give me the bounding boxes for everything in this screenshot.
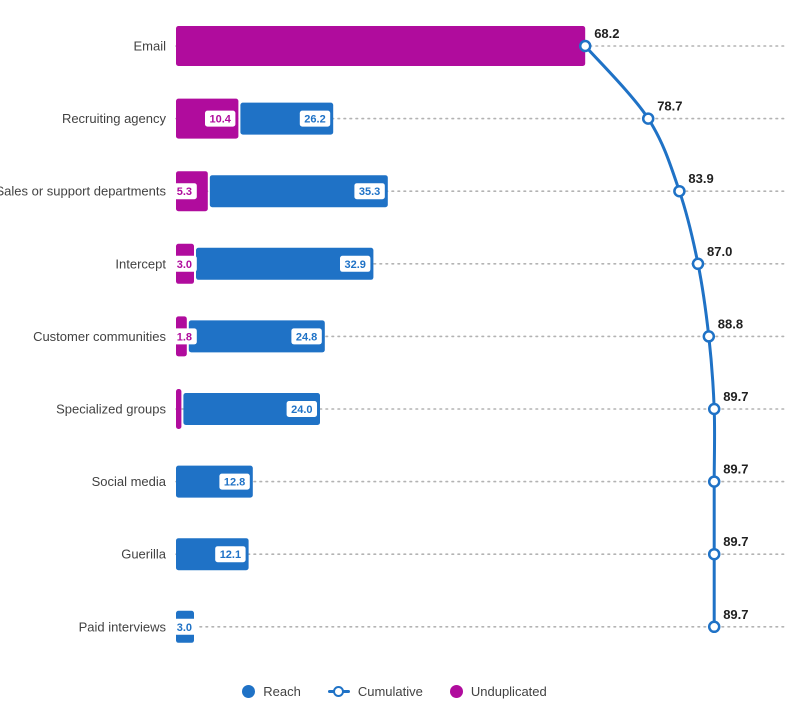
cumulative-point[interactable] [673, 184, 686, 198]
reach-legend-marker-icon [242, 685, 256, 698]
reach-value-label: 32.9 [344, 259, 365, 271]
legend-label-unduplicated: Unduplicated [470, 684, 547, 699]
cumulative-point[interactable] [707, 620, 721, 634]
reach-value-label: 3.0 [177, 622, 192, 634]
unduplicated-value-label: 3.0 [177, 259, 192, 271]
legend-item-unduplicated[interactable]: Unduplicated [449, 684, 547, 699]
cumulative-point[interactable] [641, 112, 655, 125]
legend: Reach Cumulative Unduplicated [0, 684, 789, 699]
reach-value-label-box [172, 618, 197, 635]
unduplicated-value-label: 10.4 [209, 114, 231, 126]
reach-value-label-box [340, 255, 371, 272]
reach-value-label: 12.1 [220, 549, 241, 561]
category-label: Sales or support departments [0, 184, 166, 199]
reach-bar[interactable] [183, 393, 320, 425]
cumulative-value-label: 89.7 [723, 462, 748, 477]
category-label: Email [133, 39, 166, 54]
reach-value-label-box [291, 328, 322, 345]
reach-bar[interactable] [209, 175, 388, 208]
cumulative-value-label: 89.7 [723, 534, 748, 549]
reach-value-label-box [299, 110, 331, 127]
unduplicated-value-label-box [172, 183, 197, 200]
unduplicated-value-label-box [172, 255, 197, 272]
cumulative-value-label: 89.7 [723, 607, 748, 622]
cumulative-point[interactable] [691, 257, 705, 271]
reach-value-label: 12.8 [224, 477, 245, 489]
unduplicated-bar[interactable] [176, 26, 586, 66]
category-label: Guerilla [121, 547, 167, 562]
cumulative-value-label: 87.0 [707, 244, 732, 259]
category-label: Paid interviews [79, 619, 167, 634]
reach-value-label-box [215, 546, 246, 563]
cumulative-value-label: 83.9 [688, 171, 713, 186]
cumulative-point[interactable] [702, 330, 716, 343]
category-label: Social media [92, 474, 167, 489]
reach-value-label: 26.2 [304, 114, 325, 126]
reach-value-label: 24.8 [296, 331, 317, 343]
cumulative-point[interactable] [707, 547, 721, 561]
unduplicated-value-label: 5.3 [177, 186, 192, 198]
legend-item-reach[interactable]: Reach [242, 684, 301, 699]
legend-item-cumulative[interactable]: Cumulative [327, 684, 423, 699]
cumulative-point[interactable] [578, 39, 592, 53]
cumulative-value-label: 89.7 [723, 389, 748, 404]
unduplicated-legend-marker-icon [449, 685, 463, 698]
legend-label-reach: Reach [263, 684, 301, 699]
category-label: Intercept [115, 256, 166, 271]
legend-label-cumulative: Cumulative [357, 684, 423, 699]
reach-value-label-box [219, 473, 250, 490]
cumulative-value-label: 88.8 [718, 316, 743, 331]
reach-value-label: 24.0 [291, 404, 312, 416]
category-label: Recruiting agency [62, 111, 167, 126]
unduplicated-bar[interactable] [176, 389, 182, 429]
category-label: Customer communities [33, 329, 166, 344]
unduplicated-value-label: 1.8 [177, 331, 192, 343]
cumulative-point[interactable] [707, 475, 721, 488]
reach-value-label-box [354, 183, 385, 200]
reach-value-label-box [286, 401, 317, 417]
cumulative-legend-marker-icon [327, 685, 350, 699]
reach-value-label: 35.3 [359, 186, 380, 198]
reach-bar[interactable] [188, 320, 325, 353]
unduplicated-value-label-box [172, 328, 197, 345]
cumulative-point[interactable] [707, 402, 721, 416]
cumulative-value-label: 78.7 [657, 99, 682, 114]
cumulative-legend-circle [333, 686, 345, 697]
unduplicated-value-label-box [205, 110, 236, 127]
reach-bar[interactable] [196, 247, 374, 280]
category-label: Specialized groups [56, 402, 166, 417]
cumulative-value-label: 68.2 [594, 26, 619, 41]
